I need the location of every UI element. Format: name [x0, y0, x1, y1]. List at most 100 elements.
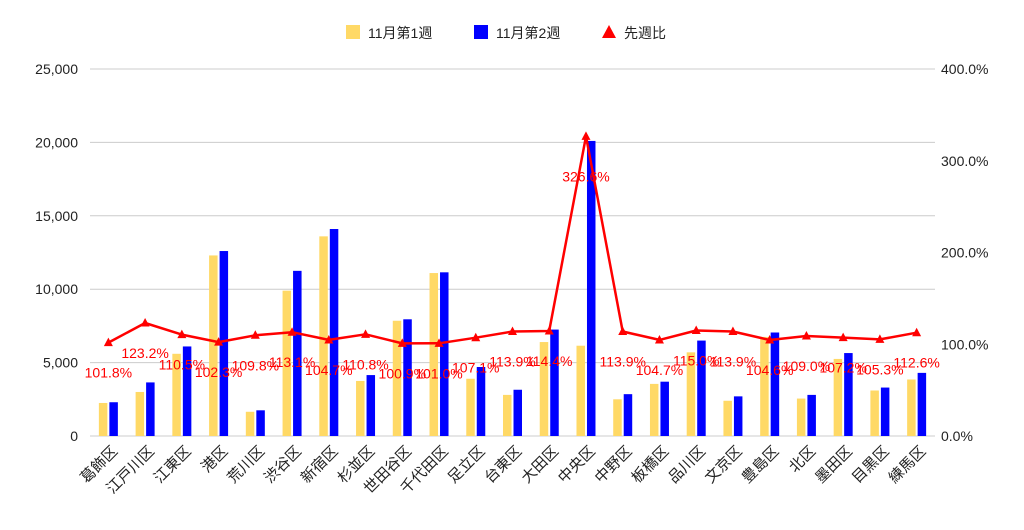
bar-week2 — [109, 402, 118, 436]
bar-week1 — [649, 383, 659, 436]
bar-week1 — [796, 398, 806, 436]
category-label: 板橋区 — [628, 442, 673, 487]
bar-week2 — [293, 270, 302, 436]
category-label: 足立区 — [445, 443, 489, 487]
ratio-point — [397, 338, 407, 347]
right-tick-label: 300.0% — [941, 153, 988, 169]
ratio-data-label: 100.9% — [379, 365, 426, 381]
ratio-data-label: 115.0% — [673, 352, 719, 368]
left-axis: 0 5,000 10,000 15,000 20,000 25,000 — [35, 61, 78, 444]
left-tick-label: 0 — [70, 428, 78, 444]
bar-week1 — [833, 358, 843, 436]
ratio-point — [140, 317, 150, 327]
bar-week2 — [182, 346, 192, 436]
ratio-point — [618, 326, 628, 335]
ratio-point — [324, 334, 334, 344]
bar-week2 — [550, 329, 559, 436]
left-tick-label: 5,000 — [43, 355, 78, 371]
category-label: 品川区 — [665, 443, 709, 487]
ratio-data-label: 104.6% — [746, 362, 793, 378]
ratio-point — [434, 338, 444, 347]
category-label: 中央区 — [555, 443, 599, 487]
category-label: 大田区 — [518, 443, 562, 487]
bar-week1 — [172, 353, 181, 436]
bar-week1 — [539, 342, 549, 436]
ratio-point — [728, 326, 738, 335]
bar-week1 — [319, 236, 328, 436]
ratio-point — [471, 332, 481, 342]
right-tick-label: 0.0% — [941, 428, 973, 444]
legend-label: 先週比 — [624, 25, 666, 41]
bar-week2 — [403, 319, 412, 436]
category-label: 練馬区 — [886, 443, 930, 487]
legend-label: 11月第2週 — [496, 25, 560, 41]
bar-week2 — [513, 389, 522, 436]
category-label: 北区 — [786, 443, 819, 476]
bar-week2 — [733, 396, 743, 436]
ratio-line — [103, 131, 922, 347]
ratio-point — [801, 330, 811, 340]
ratio-data-label: 113.9% — [599, 353, 645, 369]
bar-week2 — [586, 140, 596, 436]
ratio-point — [581, 131, 591, 140]
category-label: 文京区 — [702, 443, 746, 487]
bar-week2 — [770, 332, 780, 436]
bar-week1 — [576, 345, 585, 436]
ratio-point — [103, 337, 113, 347]
bar-week2 — [329, 229, 339, 436]
ratio-point — [508, 326, 517, 335]
right-axis: 0.0% 100.0% 200.0% 300.0% 400.0% — [941, 61, 988, 444]
category-label: 台東区 — [481, 443, 525, 487]
ratio-point — [287, 327, 297, 336]
category-label: 墨田区 — [812, 443, 856, 487]
category-label: 江東区 — [151, 443, 195, 487]
ratio-data-label: 109.0% — [783, 358, 830, 374]
legend-swatch — [346, 25, 360, 39]
ratio-data-label: 123.2% — [121, 345, 168, 361]
ratio-point — [691, 325, 701, 334]
left-tick-label: 20,000 — [35, 134, 78, 150]
ratio-point — [765, 335, 775, 344]
ratio-point — [177, 329, 187, 339]
bar-week2 — [697, 340, 706, 436]
ratio-data-label: 104.7% — [636, 362, 683, 378]
bar-week1 — [760, 336, 769, 436]
category-label: 渋谷区 — [261, 443, 305, 487]
bar-week2 — [917, 372, 927, 436]
ratio-data-label: 109.8% — [232, 357, 279, 373]
bar-week1 — [429, 273, 439, 436]
right-tick-label: 200.0% — [941, 245, 988, 261]
category-label: 中野区 — [592, 443, 636, 487]
ratio-data-label: 114.4% — [526, 353, 572, 369]
ratio-labels: 101.8%123.2%110.5%102.3%109.8%113.1%104.… — [85, 168, 940, 381]
ratio-data-label: 101.0% — [415, 365, 462, 381]
ratio-data-label: 113.9% — [710, 353, 756, 369]
bar-week2 — [476, 367, 486, 436]
bar-week1 — [209, 255, 218, 436]
right-tick-label: 100.0% — [941, 336, 988, 352]
gridlines — [90, 68, 935, 437]
bar-week1 — [466, 378, 475, 436]
legend-swatch — [474, 25, 488, 39]
bar-week2 — [807, 394, 816, 436]
right-tick-label: 400.0% — [941, 61, 988, 77]
ratio-data-label: 102.3% — [195, 364, 242, 380]
ratio-data-label: 110.5% — [159, 357, 205, 373]
bar-week2 — [366, 375, 376, 436]
category-label: 豊島区 — [739, 443, 783, 487]
bars — [98, 140, 927, 436]
ratio-data-label: 113.1% — [269, 354, 315, 370]
ratio-point — [654, 334, 664, 344]
left-tick-label: 25,000 — [35, 61, 78, 77]
bar-week1 — [723, 400, 732, 436]
ratio-data-label: 112.6% — [893, 355, 939, 371]
ratio-data-label: 107.1% — [452, 360, 499, 376]
ratio-point — [250, 330, 260, 339]
ratio-point — [875, 334, 885, 343]
bar-week2 — [623, 394, 633, 436]
bar-week1 — [98, 402, 108, 436]
ratio-data-label: 113.9% — [489, 353, 535, 369]
bar-week2 — [844, 353, 853, 436]
